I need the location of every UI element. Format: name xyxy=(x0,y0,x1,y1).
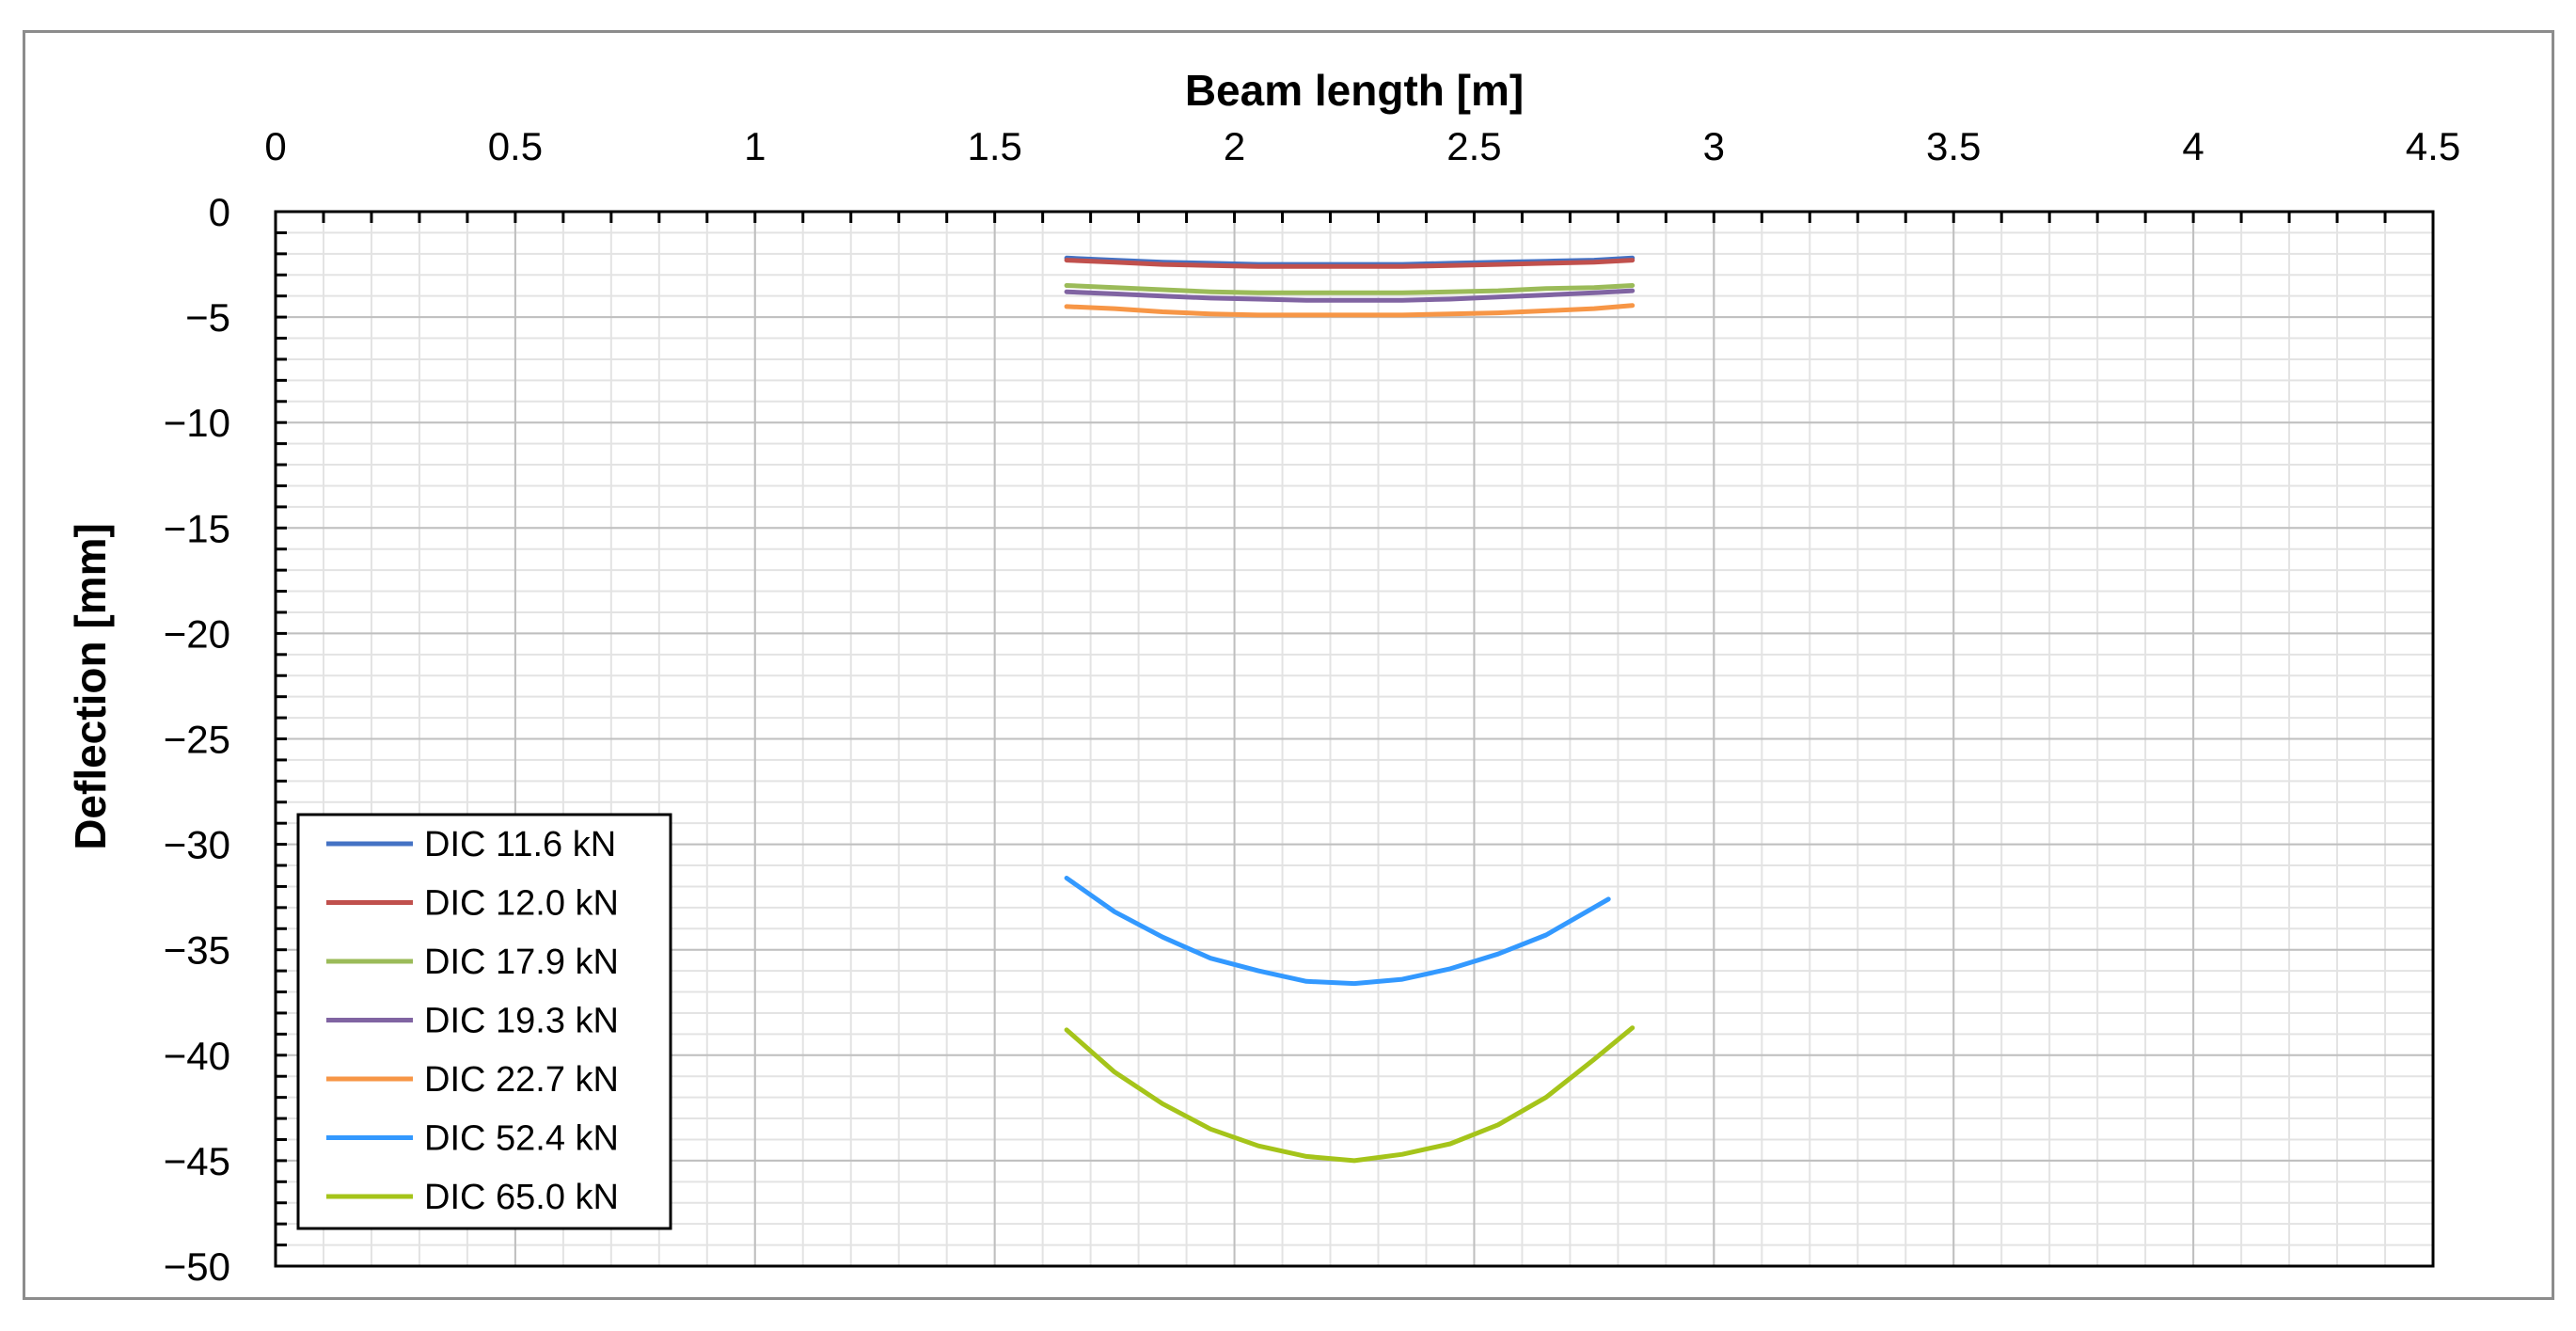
y-tick-label: −50 xyxy=(164,1244,230,1289)
y-tick-label: −40 xyxy=(164,1034,230,1078)
legend-label: DIC 17.9 kN xyxy=(424,943,619,982)
legend-label: DIC 22.7 kN xyxy=(424,1060,619,1100)
legend-label: DIC 12.0 kN xyxy=(424,884,619,924)
x-tick-label: 0 xyxy=(264,124,286,168)
series-line-7 xyxy=(1064,1025,1636,1164)
y-tick-label: −15 xyxy=(164,506,230,550)
axis-ticks xyxy=(274,210,2435,1268)
series-line-5 xyxy=(1064,303,1636,318)
x-tick-label: 4.5 xyxy=(2406,124,2460,168)
y-axis-title: Deflection [mm] xyxy=(66,523,115,850)
series-layer xyxy=(1064,255,1636,1164)
y-tick-label: −25 xyxy=(164,718,230,762)
x-tick-label: 3.5 xyxy=(1926,124,1981,168)
legend-label: DIC 65.0 kN xyxy=(424,1178,619,1217)
y-tick-label: −45 xyxy=(164,1139,230,1183)
y-tick-label: −35 xyxy=(164,928,230,973)
series-line-2 xyxy=(1064,258,1636,269)
y-tick-label: −10 xyxy=(164,401,230,445)
x-tick-label: 0.5 xyxy=(488,124,543,168)
legend-label: DIC 11.6 kN xyxy=(424,825,616,864)
x-axis-title: Beam length [m] xyxy=(1185,66,1524,115)
y-tick-label: −30 xyxy=(164,823,230,867)
y-tick-labels: 0 −5 −10 −15 −20 −25 −30 −35 −40 −45 −50 xyxy=(164,190,230,1289)
x-tick-label: 2 xyxy=(1224,124,1245,168)
legend: DIC 11.6 kN DIC 12.0 kN DIC 17.9 kN DIC 19.… xyxy=(296,813,672,1230)
series-line-4 xyxy=(1064,288,1636,303)
x-tick-label: 1.5 xyxy=(967,124,1021,168)
x-tick-labels: 0 0.5 1 1.5 2 2.5 3 3.5 4 4.5 xyxy=(264,124,2460,168)
legend-label: DIC 52.4 kN xyxy=(424,1119,619,1159)
series-line-6 xyxy=(1064,876,1611,987)
series-line-3 xyxy=(1064,283,1636,295)
y-tick-label: 0 xyxy=(209,190,230,234)
x-tick-label: 1 xyxy=(744,124,766,168)
y-tick-label: −20 xyxy=(164,611,230,656)
x-tick-label: 4 xyxy=(2182,124,2204,168)
legend-label: DIC 19.3 kN xyxy=(424,1002,619,1041)
x-tick-label: 2.5 xyxy=(1446,124,1501,168)
y-tick-label: −5 xyxy=(185,295,230,340)
x-tick-label: 3 xyxy=(1703,124,1725,168)
